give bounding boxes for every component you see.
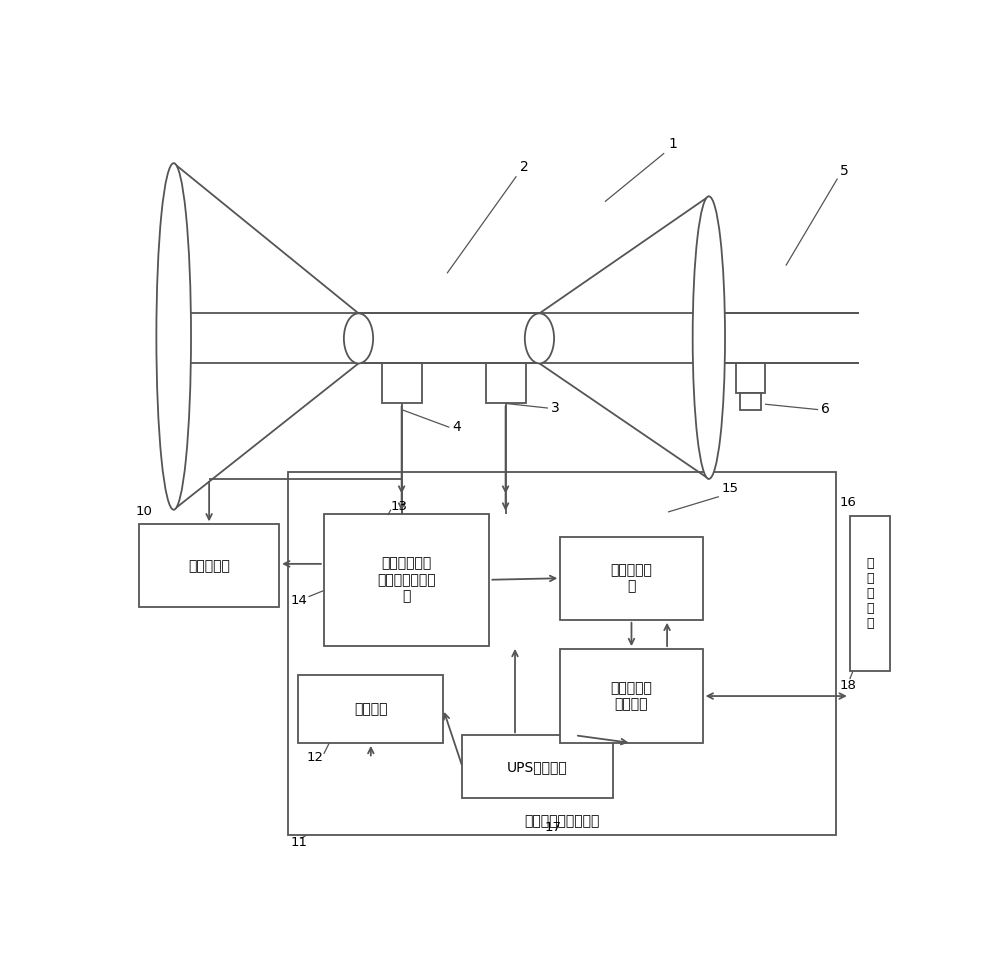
Text: 10: 10 <box>135 505 152 518</box>
Text: 18: 18 <box>840 680 857 692</box>
Text: 5: 5 <box>840 164 848 177</box>
Text: 16: 16 <box>840 496 857 509</box>
Text: 3: 3 <box>551 401 560 415</box>
Ellipse shape <box>156 163 191 510</box>
Text: 12: 12 <box>306 752 323 764</box>
Bar <box>298 676 443 743</box>
Text: 2: 2 <box>520 160 529 174</box>
Bar <box>324 514 489 646</box>
Bar <box>560 536 703 620</box>
Bar <box>139 525 279 607</box>
Bar <box>560 649 703 743</box>
Bar <box>850 516 890 672</box>
Text: 信号放大单
元: 信号放大单 元 <box>611 564 652 594</box>
Ellipse shape <box>344 313 373 364</box>
Text: UPS供电模块: UPS供电模块 <box>507 760 568 774</box>
Text: 涡轮流量计检测工具: 涡轮流量计检测工具 <box>524 814 599 829</box>
Text: 15: 15 <box>722 482 739 495</box>
Text: 11: 11 <box>291 837 308 849</box>
Bar <box>462 735 613 799</box>
Text: 流量计算机: 流量计算机 <box>188 559 230 573</box>
Text: 14: 14 <box>291 595 308 607</box>
Bar <box>736 364 765 393</box>
Text: 1: 1 <box>668 136 677 151</box>
Bar <box>486 364 526 404</box>
Text: 4: 4 <box>452 420 461 434</box>
Text: 17: 17 <box>545 821 562 834</box>
Text: 通讯模块: 通讯模块 <box>354 702 388 716</box>
Text: 6: 6 <box>820 403 829 416</box>
Bar <box>382 364 422 404</box>
Bar <box>740 393 761 410</box>
Text: 脉冲采集单元
脉冲隔离整形单
元: 脉冲采集单元 脉冲隔离整形单 元 <box>377 557 436 603</box>
Text: 13: 13 <box>391 500 408 513</box>
Bar <box>288 472 836 836</box>
Ellipse shape <box>693 196 725 479</box>
Text: 高精度时间
测量模块: 高精度时间 测量模块 <box>611 681 652 711</box>
Text: 检
测
计
算
机: 检 测 计 算 机 <box>866 557 874 630</box>
Ellipse shape <box>525 313 554 364</box>
